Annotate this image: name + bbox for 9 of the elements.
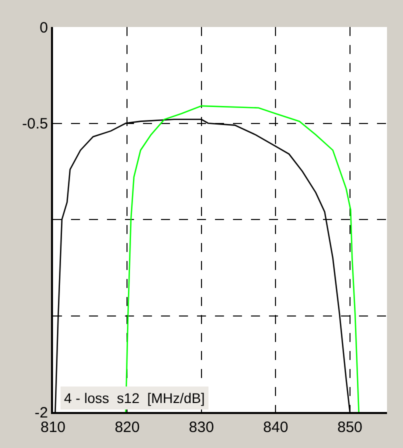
x-tick-label: 810 xyxy=(40,419,66,436)
annotation: 4 - loss s12 [MHz/dB] xyxy=(64,390,205,406)
y-tick-label: -0.5 xyxy=(22,116,48,132)
y-tick-label: 0 xyxy=(40,19,48,36)
x-tick-label: 830 xyxy=(188,419,214,436)
x-tick-label: 820 xyxy=(114,419,140,436)
x-tick-label: 840 xyxy=(263,419,288,436)
x-tick-label: 850 xyxy=(337,419,362,436)
y-tick-label: -2 xyxy=(34,404,48,422)
